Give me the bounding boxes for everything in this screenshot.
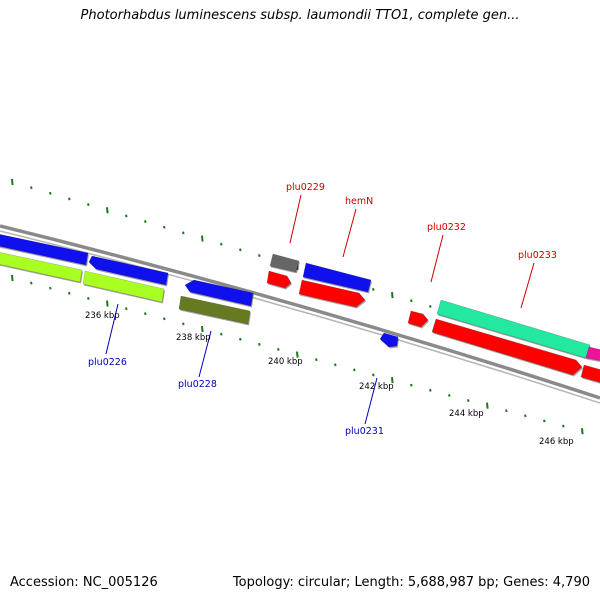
outer-tick: [391, 291, 394, 299]
gene-feature-arrow[interactable]: [580, 364, 600, 383]
inner-tick: [486, 402, 489, 409]
inner-tick: [144, 312, 147, 316]
gene-label[interactable]: plu0229: [286, 182, 325, 193]
gene-label-connector: [198, 330, 212, 378]
topology-summary: Topology: circular; Length: 5,688,987 bp…: [232, 575, 590, 590]
gene-feature-arrow[interactable]: [88, 255, 169, 286]
outer-tick: [258, 254, 261, 257]
outer-tick: [372, 287, 375, 291]
inner-tick: [106, 300, 109, 307]
gene-feature-arrow[interactable]: [431, 318, 583, 376]
feature-track: [0, 234, 600, 383]
inner-tick: [277, 348, 280, 351]
scale-label: 236 kbp: [85, 311, 120, 321]
outer-tick: [410, 299, 413, 303]
outer-tick: [144, 220, 147, 224]
gene-label-connector: [342, 208, 357, 258]
gene-label[interactable]: plu0226: [88, 357, 127, 368]
outer-tick: [106, 207, 109, 214]
scale-label: 242 kbp: [359, 382, 394, 392]
gene-label-connector: [364, 377, 378, 425]
inner-tick: [467, 399, 470, 402]
inner-tick: [505, 409, 508, 413]
outer-tick: [220, 242, 223, 246]
inner-tick: [220, 332, 223, 336]
inner-tick: [429, 388, 432, 392]
outer-tick: [163, 225, 166, 229]
inner-tick: [49, 286, 52, 290]
gene-label-connector: [289, 194, 302, 244]
inner-tick: [410, 383, 413, 387]
gene-label[interactable]: plu0232: [427, 222, 466, 233]
scale-label: 246 kbp: [539, 437, 574, 447]
gene-feature-arrow[interactable]: [585, 346, 600, 361]
gene-feature-arrow[interactable]: [266, 270, 292, 289]
outer-tick: [49, 191, 52, 195]
gene-labels: plu0229 hemN plu0232 plu0233 plu0226 plu0228 p…: [88, 182, 557, 437]
inner-tick: [30, 281, 33, 285]
gene-label-connectors: [105, 194, 535, 425]
gene-label-connector: [105, 303, 119, 355]
inner-tick: [334, 363, 337, 367]
inner-tick: [543, 419, 546, 423]
outer-tick: [239, 248, 242, 252]
outer-tick: [11, 178, 14, 186]
gene-label-connector: [520, 262, 535, 309]
outer-tick: [125, 214, 128, 218]
gene-feature-arrow[interactable]: [178, 295, 251, 325]
gene-feature-arrow[interactable]: [298, 279, 366, 308]
inner-tick: [524, 414, 527, 418]
gene-feature-arrow[interactable]: [407, 310, 429, 328]
outer-tick-ring: [11, 178, 584, 355]
inner-tick: [315, 358, 318, 362]
gene-feature-arrow[interactable]: [82, 270, 165, 303]
inner-tick: [125, 307, 128, 311]
gene-label[interactable]: plu0228: [178, 379, 217, 390]
inner-tick: [258, 342, 261, 346]
inner-tick: [581, 428, 584, 435]
outer-tick: [182, 231, 185, 235]
inner-tick: [239, 337, 242, 341]
scale-label: 240 kbp: [268, 357, 303, 367]
inner-tick: [391, 377, 394, 384]
outer-tick: [429, 304, 432, 308]
inner-tick: [163, 317, 166, 321]
inner-tick-ring: [11, 274, 584, 435]
scale-labels: 236 kbp 238 kbp 240 kbp 242 kbp 244 kbp 246 k…: [85, 311, 574, 447]
accession-text: Accession: NC_005126: [10, 575, 158, 590]
gene-feature-arrow[interactable]: [379, 332, 399, 348]
gene-label[interactable]: hemN: [345, 196, 373, 207]
inner-tick: [296, 351, 299, 358]
scale-label: 238 kbp: [176, 333, 211, 343]
inner-tick: [11, 274, 14, 282]
gene-label[interactable]: plu0233: [518, 250, 557, 261]
backbone-line-outer: [0, 224, 600, 400]
outer-tick: [30, 186, 33, 190]
gene-feature-arrow[interactable]: [0, 234, 89, 266]
gene-feature-arrow[interactable]: [184, 279, 254, 307]
inner-tick: [87, 296, 90, 300]
gene-label[interactable]: plu0231: [345, 426, 384, 437]
inner-tick: [562, 424, 565, 428]
gene-label-connector: [430, 234, 444, 283]
scale-label: 244 kbp: [449, 409, 484, 419]
gene-feature-arrow[interactable]: [269, 253, 300, 273]
inner-tick: [448, 393, 451, 397]
outer-tick: [87, 203, 90, 207]
inner-tick: [182, 322, 185, 326]
inner-tick: [201, 325, 204, 333]
gene-feature-arrow[interactable]: [302, 262, 372, 293]
outer-tick: [201, 235, 204, 242]
outer-tick: [68, 197, 71, 201]
gene-feature-arrow[interactable]: [0, 252, 83, 283]
inner-tick: [372, 373, 375, 377]
inner-tick: [353, 368, 356, 372]
map-title: Photorhabdus luminescens subsp. laumondi…: [80, 8, 520, 23]
inner-tick: [68, 291, 71, 295]
